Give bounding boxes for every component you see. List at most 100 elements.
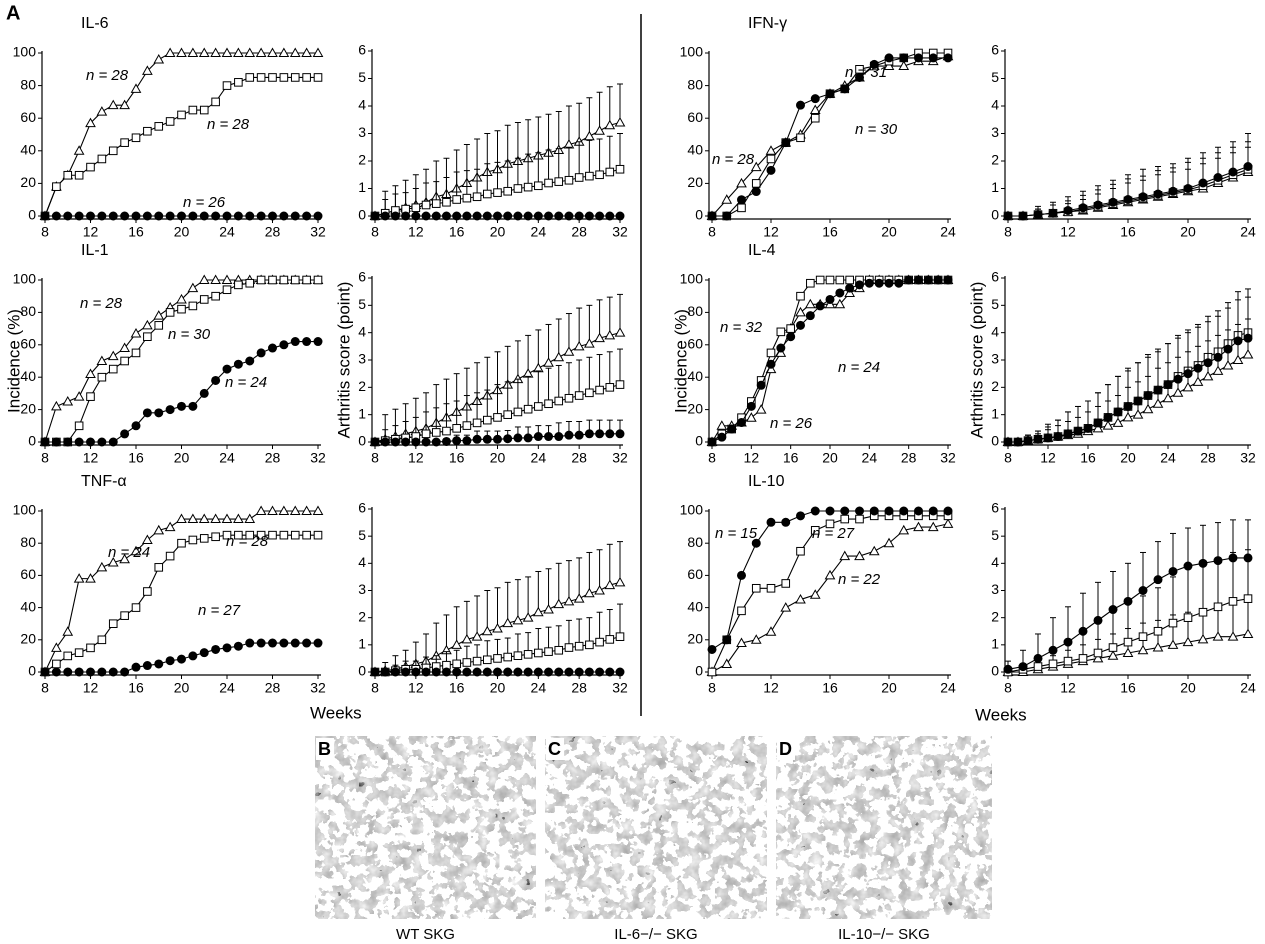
marker [200, 649, 208, 657]
x-axis-label: Weeks [310, 703, 362, 722]
marker [223, 644, 231, 652]
marker [616, 212, 624, 220]
marker [1184, 383, 1193, 391]
marker [544, 605, 553, 613]
marker [442, 668, 450, 676]
marker [75, 146, 84, 154]
error-bar [535, 371, 541, 407]
x-tick-label: 12 [408, 680, 424, 696]
marker [381, 438, 389, 446]
marker [1114, 408, 1122, 416]
marker [291, 276, 299, 284]
subplot: 0204060801008121620242832TNF-αn = 24n = … [13, 473, 362, 722]
marker [534, 668, 542, 676]
marker [1094, 616, 1102, 624]
marker [463, 194, 471, 202]
y-tick-label: 1 [991, 405, 999, 421]
marker [1234, 356, 1243, 364]
marker [381, 668, 389, 676]
error-bar [546, 569, 552, 610]
marker [1194, 377, 1203, 385]
marker [1094, 419, 1102, 427]
marker [189, 536, 197, 544]
marker [708, 438, 716, 446]
marker [544, 358, 553, 366]
marker [269, 531, 277, 539]
marker [371, 668, 379, 676]
marker [178, 111, 186, 119]
marker [280, 212, 288, 220]
error-bar [474, 393, 480, 423]
x-tick-label: 16 [783, 450, 799, 466]
y-tick-label: 5 [358, 296, 366, 312]
marker [606, 430, 614, 438]
marker [1214, 174, 1222, 182]
marker [422, 430, 430, 438]
marker [777, 344, 785, 352]
chart-title: IL-6 [81, 15, 109, 32]
marker [767, 584, 775, 592]
x-tick-label: 24 [531, 224, 547, 240]
marker [797, 547, 805, 555]
marker [98, 155, 106, 163]
marker [575, 212, 583, 220]
marker [767, 627, 776, 635]
image-letter: B [318, 739, 331, 759]
error-bar [617, 604, 623, 637]
marker [841, 515, 849, 523]
marker [442, 437, 450, 445]
error-bar [484, 164, 490, 194]
marker [432, 212, 440, 220]
marker [616, 668, 624, 676]
subplot: 020406080100812162024IL-10n = 15n = 27n … [680, 473, 956, 695]
marker [1139, 193, 1147, 201]
marker [524, 183, 532, 191]
y-tick-label: 100 [13, 44, 37, 60]
marker [246, 357, 254, 365]
y-tick-label: 40 [687, 598, 703, 614]
x-tick-label: 12 [1060, 224, 1076, 240]
marker [246, 279, 254, 287]
x-tick-label: 20 [1180, 680, 1196, 696]
error-bar [515, 580, 521, 621]
error-bar [556, 112, 562, 151]
marker [1034, 654, 1042, 662]
marker [782, 518, 790, 526]
image-caption: IL-6−/− SKG [614, 926, 697, 943]
error-bar [597, 612, 603, 642]
series-line [712, 58, 948, 216]
error-bar [1245, 134, 1251, 167]
marker [929, 54, 937, 62]
marker [234, 212, 242, 220]
y-tick-label: 100 [13, 271, 37, 287]
marker [166, 657, 174, 665]
error-bar [505, 346, 511, 384]
marker [797, 512, 805, 520]
marker [575, 594, 584, 602]
y-tick-label: 0 [991, 207, 999, 223]
error-bar [566, 314, 572, 352]
marker [53, 183, 61, 191]
marker [1004, 438, 1012, 446]
y-tick-label: 100 [13, 502, 37, 518]
annotation: n = 30 [168, 326, 211, 343]
marker [97, 563, 106, 571]
y-tick-label: 0 [358, 663, 366, 679]
marker [1214, 353, 1222, 361]
marker [1154, 190, 1162, 198]
error-bar [1155, 352, 1161, 390]
marker [412, 668, 420, 676]
marker [870, 507, 878, 515]
marker [291, 338, 299, 346]
error-bar [535, 571, 541, 612]
panel-label: A [6, 2, 20, 24]
marker [1204, 359, 1212, 367]
marker [596, 638, 604, 646]
marker [52, 212, 60, 220]
marker [535, 182, 543, 190]
marker [1064, 657, 1072, 665]
y-tick-label: 60 [20, 566, 36, 582]
error-bar [454, 607, 460, 645]
marker [494, 212, 502, 220]
